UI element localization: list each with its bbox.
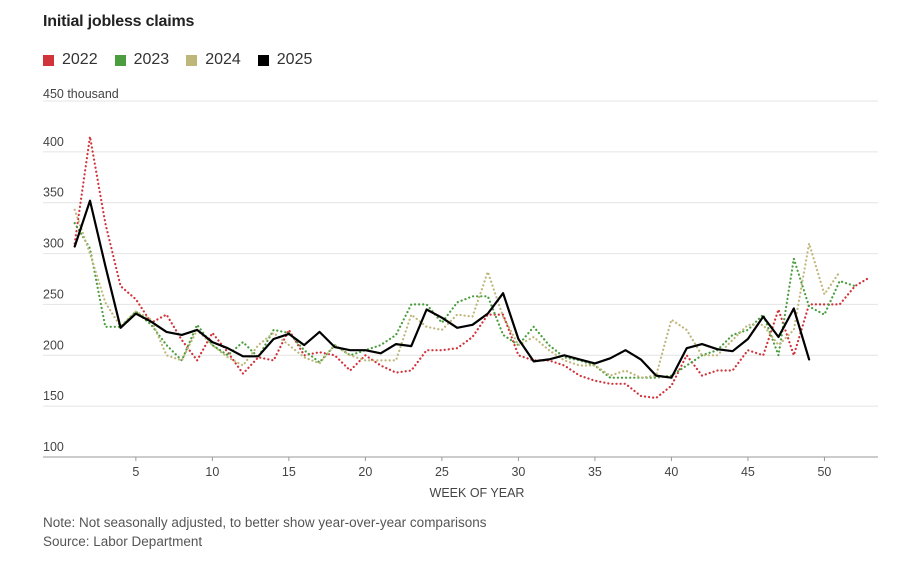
legend-label-2023: 2023	[133, 51, 170, 68]
legend-swatch-2025	[257, 54, 269, 66]
chart-title: Initial jobless claims	[43, 13, 195, 30]
x-tick-label-50: 50	[817, 465, 831, 479]
y-tick-label-400: 400	[43, 135, 64, 149]
legend-swatch-2024	[186, 54, 198, 66]
grid-layer	[43, 100, 878, 407]
legend-item-2022: 2022	[43, 51, 98, 69]
chart-source: Source: Labor Department	[43, 534, 203, 549]
y-tick-label-200: 200	[43, 338, 64, 352]
y-tick-label-150: 150	[43, 389, 64, 403]
x-axis-title: WEEK OF YEAR	[430, 486, 525, 500]
y-unit-label: 450 thousand	[43, 87, 119, 101]
series-line-2025	[73, 199, 811, 379]
x-tick-label-30: 30	[511, 465, 525, 479]
x-tick-label-15: 15	[282, 465, 296, 479]
legend-item-2024: 2024	[186, 51, 241, 69]
x-tick-label-45: 45	[741, 465, 755, 479]
legend-label-2024: 2024	[205, 51, 241, 68]
legend-item-2025: 2025	[257, 51, 313, 69]
legend-swatch-2023	[114, 54, 126, 66]
series-layer	[73, 135, 872, 400]
legend-item-2023: 2023	[114, 51, 170, 69]
x-tick-label-35: 35	[588, 465, 602, 479]
y-tick-label-100: 100	[43, 440, 64, 454]
legend: 2022 2023 2024 2025	[43, 51, 329, 69]
x-axis: 5 10 15 20 25 30 35 40 45 50	[43, 456, 878, 479]
y-axis-labels: 100 150 200 250 300 350 400	[43, 135, 64, 454]
x-tick-label-40: 40	[664, 465, 678, 479]
legend-label-2022: 2022	[62, 51, 98, 68]
series-line-2023	[73, 222, 857, 379]
series-line-2022	[73, 135, 872, 400]
footnotes: Note: Not seasonally adjusted, to better…	[43, 513, 486, 551]
series-line-2024	[73, 208, 841, 379]
chart-note: Note: Not seasonally adjusted, to better…	[43, 515, 487, 530]
x-tick-label-25: 25	[435, 465, 449, 479]
x-tick-label-20: 20	[358, 465, 372, 479]
x-tick-label-5: 5	[132, 465, 139, 479]
y-tick-label-350: 350	[43, 186, 64, 200]
legend-label-2025: 2025	[276, 51, 313, 68]
y-tick-label-250: 250	[43, 287, 64, 301]
y-tick-label-300: 300	[43, 237, 64, 251]
x-tick-label-10: 10	[205, 465, 219, 479]
legend-swatch-2022	[43, 54, 54, 66]
